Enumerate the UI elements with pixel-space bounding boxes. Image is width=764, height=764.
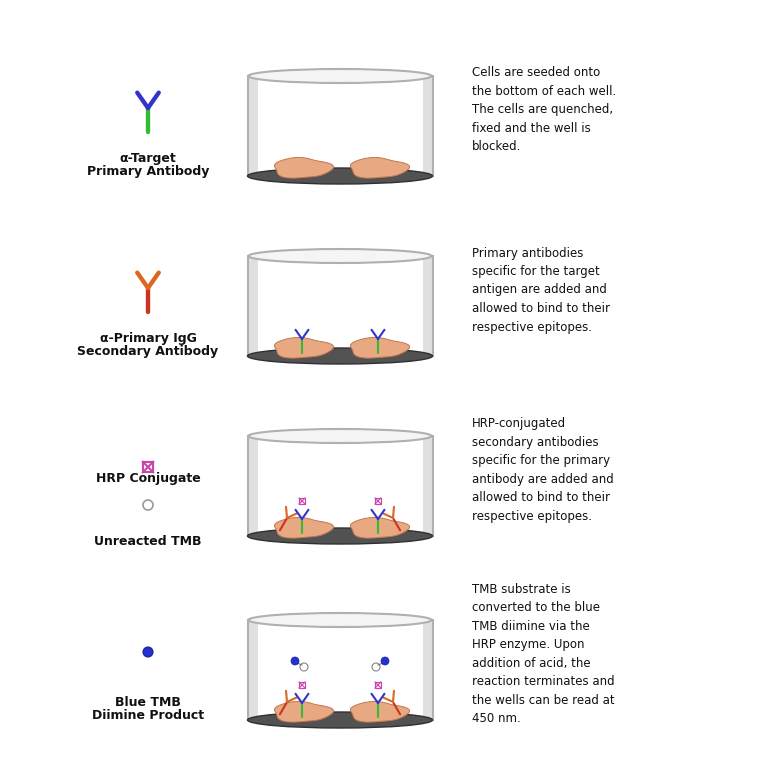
Text: Blue TMB: Blue TMB bbox=[115, 696, 181, 709]
Text: α-Target: α-Target bbox=[120, 152, 176, 165]
Bar bbox=[143, 461, 154, 472]
Text: Cells are seeded onto
the bottom of each well.
The cells are quenched,
fixed and: Cells are seeded onto the bottom of each… bbox=[472, 66, 617, 154]
Polygon shape bbox=[422, 76, 432, 176]
Ellipse shape bbox=[248, 528, 432, 544]
Text: Unreacted TMB: Unreacted TMB bbox=[94, 535, 202, 548]
Ellipse shape bbox=[291, 657, 299, 665]
Text: HRP-conjugated
secondary antibodies
specific for the primary
antibody are added : HRP-conjugated secondary antibodies spec… bbox=[472, 417, 613, 523]
Ellipse shape bbox=[248, 613, 432, 627]
Ellipse shape bbox=[248, 348, 432, 364]
Bar bbox=[375, 498, 381, 504]
Ellipse shape bbox=[143, 647, 153, 657]
Polygon shape bbox=[274, 338, 334, 358]
Polygon shape bbox=[351, 517, 410, 538]
Ellipse shape bbox=[381, 657, 389, 665]
Polygon shape bbox=[248, 620, 257, 720]
Text: Primary Antibody: Primary Antibody bbox=[87, 165, 209, 178]
Polygon shape bbox=[351, 701, 410, 722]
Ellipse shape bbox=[248, 429, 432, 443]
Text: TMB substrate is
converted to the blue
TMB diimine via the
HRP enzyme. Upon
addi: TMB substrate is converted to the blue T… bbox=[472, 583, 614, 725]
Polygon shape bbox=[248, 76, 432, 176]
Polygon shape bbox=[422, 620, 432, 720]
Ellipse shape bbox=[248, 249, 432, 263]
Polygon shape bbox=[248, 256, 257, 356]
Polygon shape bbox=[422, 256, 432, 356]
Polygon shape bbox=[274, 701, 334, 722]
Polygon shape bbox=[351, 157, 410, 178]
Ellipse shape bbox=[248, 69, 432, 83]
Text: Diimine Product: Diimine Product bbox=[92, 709, 204, 722]
Polygon shape bbox=[274, 157, 334, 178]
Polygon shape bbox=[248, 436, 432, 536]
Polygon shape bbox=[248, 76, 257, 176]
Ellipse shape bbox=[143, 500, 153, 510]
Text: Primary antibodies
specific for the target
antigen are added and
allowed to bind: Primary antibodies specific for the targ… bbox=[472, 247, 610, 334]
Polygon shape bbox=[274, 517, 334, 538]
Bar bbox=[375, 682, 381, 688]
Polygon shape bbox=[248, 620, 432, 720]
Ellipse shape bbox=[248, 712, 432, 728]
Polygon shape bbox=[422, 436, 432, 536]
Text: α-Primary IgG: α-Primary IgG bbox=[99, 332, 196, 345]
Polygon shape bbox=[248, 436, 257, 536]
Ellipse shape bbox=[372, 663, 380, 671]
Text: Secondary Antibody: Secondary Antibody bbox=[77, 345, 219, 358]
Bar bbox=[299, 682, 305, 688]
Bar bbox=[299, 498, 305, 504]
Polygon shape bbox=[248, 256, 432, 356]
Polygon shape bbox=[351, 338, 410, 358]
Ellipse shape bbox=[248, 168, 432, 184]
Text: HRP Conjugate: HRP Conjugate bbox=[96, 472, 200, 485]
Ellipse shape bbox=[300, 663, 308, 671]
